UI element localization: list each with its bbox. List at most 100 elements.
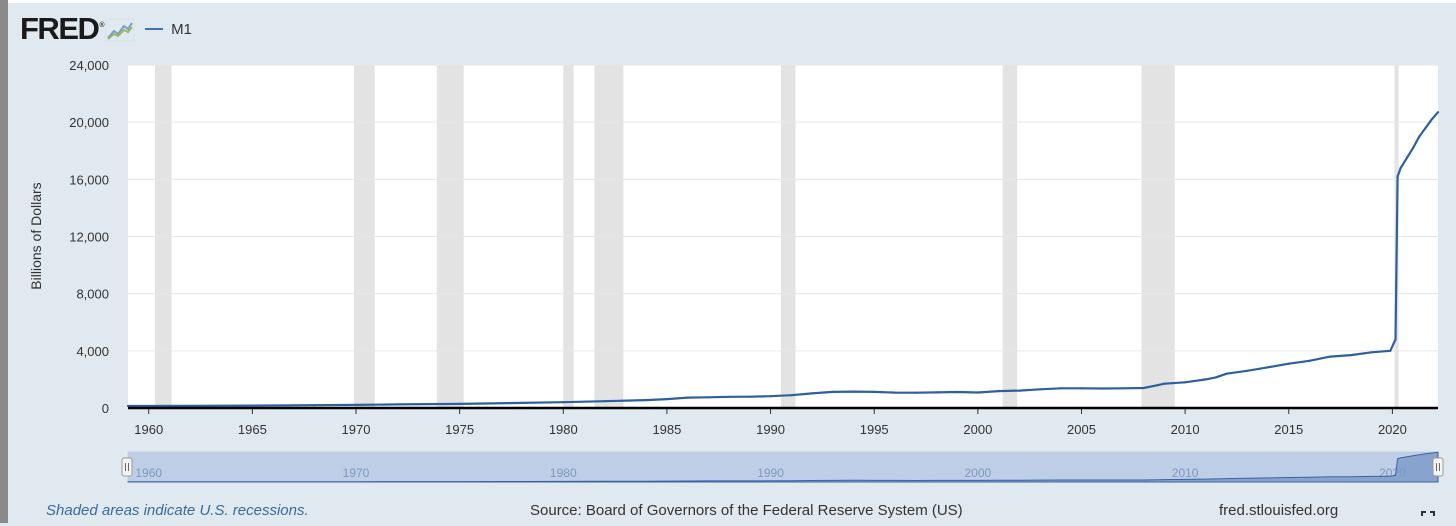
y-tick-label: 8,000: [76, 287, 109, 302]
x-tick-label: 1995: [860, 422, 889, 437]
y-axis-ticks: 0 4,000 8,000 12,000 16,000 20,000 24,000: [69, 58, 109, 416]
navigator-series: [127, 451, 1439, 483]
legend-swatch: [145, 28, 164, 30]
data-point: [1424, 126, 1427, 129]
data-point: [1038, 388, 1042, 391]
y-tick-label: 16,000: [69, 172, 109, 187]
x-tick-label: 1990: [756, 422, 785, 437]
data-point: [997, 390, 1000, 393]
navigator-label: 1990: [757, 466, 784, 480]
x-tick-label: 2015: [1274, 422, 1303, 437]
y-tick-label: 24,000: [69, 58, 109, 73]
data-point: [976, 391, 979, 394]
fred-chart-icon: [105, 18, 135, 42]
y-tick-label: 12,000: [69, 230, 109, 245]
navigator-handle-right[interactable]: [1432, 457, 1444, 477]
x-axis-ticks: 1960 1965 1970 1975 1980 1985 1990 1995 2000 2005…: [134, 408, 1407, 437]
fred-logo-text: FRED: [20, 10, 100, 46]
data-point: [313, 404, 316, 407]
x-tick-label: 2010: [1171, 422, 1200, 437]
legend[interactable]: M1: [145, 21, 192, 38]
navigator-selection[interactable]: [128, 452, 1438, 482]
data-point: [1308, 359, 1311, 362]
data-point: [1059, 387, 1062, 390]
data-point: [1287, 362, 1290, 365]
data-point: [1436, 111, 1440, 114]
data-point: [1080, 387, 1083, 390]
data-point: [728, 395, 731, 398]
data-point: [1142, 386, 1145, 390]
data-point: [831, 390, 834, 393]
data-point: [1396, 175, 1399, 178]
top-border: [8, 0, 1456, 3]
y-axis-label: Billions of Dollars: [28, 182, 44, 289]
chart: 0 4,000 8,000 12,000 16,000 20,000 24,000 1960…: [28, 58, 1444, 483]
fullscreen-icon[interactable]: [1420, 510, 1436, 526]
chart-header: FRED® M1: [20, 10, 192, 46]
x-tick-label: 1980: [549, 422, 578, 437]
navigator-label: 2010: [1172, 466, 1199, 480]
data-point: [1266, 366, 1270, 369]
gridlines: [128, 64, 1438, 352]
data-point: [603, 400, 606, 403]
x-tick-label: 1970: [342, 422, 371, 437]
range-navigator[interactable]: 1960 1970 1980 1990 2000 2010 2020: [121, 451, 1444, 483]
data-point: [1389, 349, 1392, 352]
data-point: [1349, 354, 1352, 357]
data-point: [1184, 381, 1187, 384]
x-tick-label: 1985: [652, 422, 681, 437]
data-point: [1215, 376, 1218, 379]
data-point: [1405, 156, 1408, 159]
data-point: [1204, 378, 1207, 381]
series-line-m1: [127, 111, 1439, 408]
data-point: [1412, 146, 1415, 149]
data-point: [935, 391, 938, 394]
data-point: [1394, 338, 1397, 341]
navigator-label: 1980: [550, 466, 577, 480]
data-point: [686, 396, 689, 399]
registered-mark: ®: [99, 22, 104, 30]
navigator-label: 1960: [135, 466, 162, 480]
data-point: [396, 403, 399, 406]
data-point: [1225, 372, 1228, 375]
data-point: [707, 396, 710, 399]
window-edge: [0, 0, 8, 523]
data-point: [1430, 118, 1433, 121]
recession-note: Shaded areas indicate U.S. recessions.: [46, 502, 309, 519]
y-tick-label: 4,000: [76, 344, 109, 359]
data-point: [562, 401, 565, 404]
data-point: [1157, 384, 1160, 387]
navigator-handle-left[interactable]: [121, 457, 133, 477]
x-tick-label: 2020: [1378, 422, 1407, 437]
data-point: [1246, 369, 1249, 372]
data-point: [790, 394, 793, 397]
site-link[interactable]: fred.stlouisfed.org: [1219, 502, 1339, 519]
data-point: [1329, 355, 1332, 358]
y-tick-label: 20,000: [69, 115, 109, 130]
fred-logo[interactable]: FRED®: [20, 10, 104, 46]
data-point: [520, 401, 523, 404]
x-tick-label: 1975: [445, 422, 474, 437]
data-point: [748, 395, 751, 398]
data-point: [1101, 387, 1104, 390]
data-point: [1163, 382, 1166, 385]
x-tick-label: 1960: [134, 422, 163, 437]
data-point: [189, 404, 192, 407]
legend-label-m1: M1: [171, 20, 192, 38]
navigator-label: 1970: [343, 466, 370, 480]
data-point: [645, 399, 648, 402]
x-tick-label: 2000: [963, 422, 992, 437]
data-point: [852, 390, 855, 393]
data-point: [1418, 135, 1421, 138]
source-note: Source: Board of Governors of the Federa…: [530, 502, 963, 519]
x-tick-label: 2005: [1067, 422, 1096, 437]
data-point: [665, 398, 669, 401]
data-point: [914, 391, 917, 394]
y-tick-label: 0: [102, 401, 109, 416]
data-point: [1121, 387, 1124, 390]
data-point: [1018, 389, 1021, 392]
data-point: [956, 390, 959, 394]
data-point: [251, 404, 254, 407]
data-point: [873, 390, 876, 393]
data-point: [458, 402, 461, 405]
